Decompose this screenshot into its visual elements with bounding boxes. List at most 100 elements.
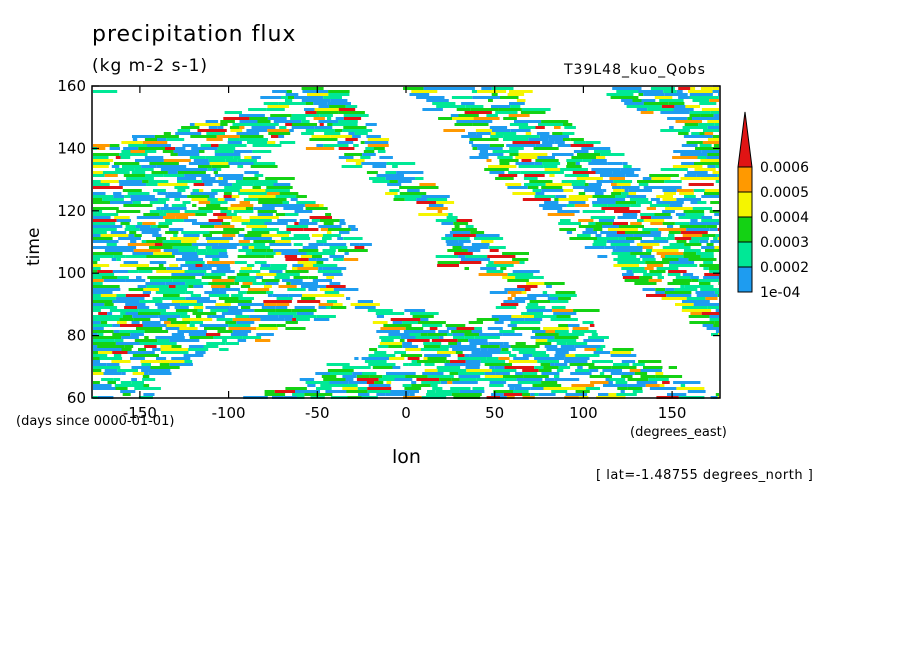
precip-streak [201, 276, 222, 279]
precip-streak [528, 138, 549, 141]
precip-streak [612, 171, 635, 174]
precip-streak [597, 255, 608, 258]
precip-streak [136, 327, 163, 330]
precip-streak [374, 351, 387, 354]
precip-streak [232, 330, 252, 333]
precip-streak [192, 222, 222, 225]
precip-streak [705, 297, 718, 300]
precip-streak [295, 390, 320, 393]
precip-streak [488, 342, 504, 345]
precip-streak [276, 231, 291, 234]
precip-streak [218, 183, 233, 186]
precip-streak [691, 237, 709, 240]
precip-streak [664, 255, 684, 258]
precip-streak [517, 381, 542, 384]
precip-streak [288, 294, 303, 297]
precip-streak [312, 279, 332, 282]
precip-streak [673, 150, 702, 153]
precip-streak [93, 318, 120, 321]
precip-streak [640, 369, 662, 372]
precip-streak [676, 189, 694, 192]
precip-streak [213, 213, 227, 216]
precip-streak [142, 291, 151, 294]
precip-streak [261, 234, 289, 237]
precip-streak [123, 204, 153, 207]
precip-streak [715, 330, 719, 333]
precip-streak [198, 207, 228, 210]
precip-streak [261, 279, 280, 282]
precip-streak [489, 171, 505, 174]
precip-streak [688, 315, 710, 318]
precip-streak [150, 366, 180, 369]
precip-streak [239, 201, 250, 204]
precip-streak [469, 156, 489, 159]
precip-streak [703, 267, 709, 270]
precip-streak [130, 240, 137, 243]
precip-streak [366, 171, 378, 174]
precip-streak [296, 201, 316, 204]
precip-streak [642, 177, 652, 180]
precip-streak [535, 339, 548, 342]
precip-streak [512, 270, 540, 273]
precip-streak [628, 387, 643, 390]
precip-streak [508, 114, 530, 117]
precip-streak [172, 246, 199, 249]
precip-streak [556, 369, 564, 372]
precip-streak [535, 126, 545, 129]
precip-streak [286, 90, 292, 93]
precip-streak [570, 138, 584, 141]
precip-streak [588, 183, 602, 186]
precip-streak [252, 144, 282, 147]
precip-streak [608, 393, 617, 396]
precip-streak [472, 96, 500, 99]
precip-streak [588, 366, 612, 369]
precip-streak [284, 255, 298, 258]
precip-streak [292, 264, 304, 267]
precip-streak [590, 216, 616, 219]
precip-streak [124, 228, 140, 231]
precip-streak [93, 216, 111, 219]
precip-streak [231, 219, 250, 222]
precip-streak [211, 246, 237, 249]
precip-streak [195, 213, 207, 216]
precip-streak [542, 291, 548, 294]
precip-streak [500, 351, 511, 354]
precip-streak [499, 345, 511, 348]
precip-streak [600, 231, 617, 234]
precip-streak [662, 222, 675, 225]
precip-streak [458, 255, 466, 258]
precip-streak [296, 195, 307, 198]
precip-streak [478, 273, 508, 276]
precip-streak [104, 303, 114, 306]
precip-streak [305, 207, 328, 210]
precip-streak [622, 162, 628, 165]
precip-streak [544, 345, 558, 348]
precip-streak [103, 372, 122, 375]
precip-streak [296, 318, 310, 321]
precip-streak [551, 306, 566, 309]
precip-streak [468, 132, 477, 135]
precip-streak [142, 180, 149, 183]
precip-streak [230, 333, 248, 336]
precip-streak [272, 294, 289, 297]
precip-streak [238, 240, 250, 243]
precip-streak [491, 393, 504, 396]
precip-streak [208, 282, 235, 285]
precip-streak [202, 234, 212, 237]
precip-streak [206, 138, 223, 141]
precip-streak [287, 288, 306, 291]
precip-streak [154, 243, 163, 246]
precip-streak [158, 222, 173, 225]
precip-streak [230, 129, 243, 132]
precip-streak [322, 267, 347, 270]
precip-streak [680, 177, 701, 180]
precip-streak [93, 357, 100, 360]
precip-streak [646, 249, 652, 252]
precip-streak [141, 231, 159, 234]
precip-streak [350, 243, 360, 246]
precip-streak [632, 99, 642, 102]
precip-streak [582, 210, 606, 213]
precip-streak [98, 312, 107, 315]
precip-streak [402, 384, 412, 387]
